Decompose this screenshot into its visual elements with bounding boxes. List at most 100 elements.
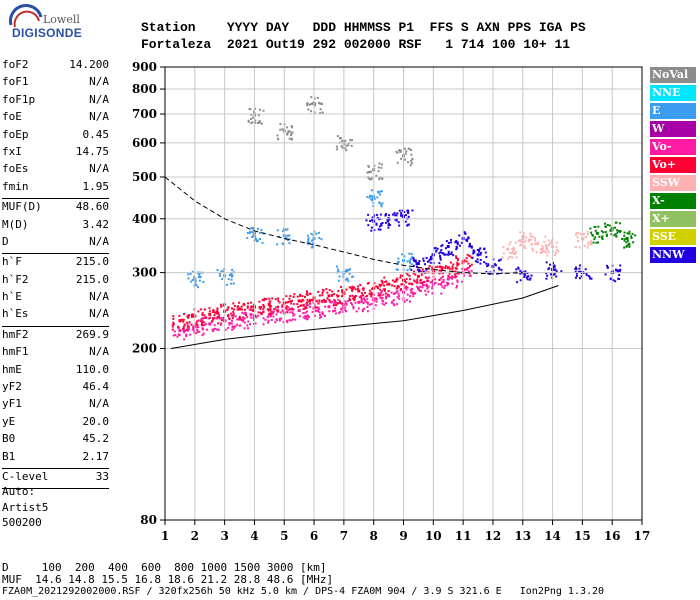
param-value: 215.0 xyxy=(75,255,109,269)
echo-dot xyxy=(379,296,382,299)
echo-dot xyxy=(586,233,589,236)
echo-dot xyxy=(271,297,274,300)
echo-dot xyxy=(619,268,622,271)
echo-dot xyxy=(187,329,190,332)
echo-dot xyxy=(440,245,443,248)
echo-dot xyxy=(205,316,208,319)
echo-dot xyxy=(250,113,253,116)
echo-dot xyxy=(455,239,458,242)
echo-dot xyxy=(585,272,588,275)
echo-dot xyxy=(195,284,198,287)
echo-dot xyxy=(212,309,215,312)
echo-dot xyxy=(550,240,553,243)
echo-dot xyxy=(470,263,473,266)
echo-dot xyxy=(448,267,451,270)
echo-dot xyxy=(185,333,188,336)
echo-dot xyxy=(172,321,175,324)
echo-dot xyxy=(394,218,397,221)
echo-dot xyxy=(304,317,307,320)
echo-dot xyxy=(276,309,279,312)
echo-dot xyxy=(208,316,211,319)
echo-dot xyxy=(231,328,234,331)
echo-dot xyxy=(222,318,225,321)
echo-dot xyxy=(634,234,637,237)
echo-dot xyxy=(238,301,241,304)
echo-dot xyxy=(290,125,293,128)
echo-dot xyxy=(308,302,311,305)
echo-dot xyxy=(271,310,274,313)
param-value: 3.42 xyxy=(82,217,110,231)
echo-dot xyxy=(413,260,416,263)
echo-dot xyxy=(614,280,617,283)
echo-dot xyxy=(396,303,399,306)
echo-dot xyxy=(552,273,555,276)
echo-dot xyxy=(614,268,617,271)
echo-dot xyxy=(285,319,288,322)
echo-dot xyxy=(193,330,196,333)
echo-dot xyxy=(588,276,591,279)
echo-dot xyxy=(439,255,442,258)
echo-dot xyxy=(545,277,548,280)
echo-dot xyxy=(509,241,512,244)
echo-dot xyxy=(274,298,277,301)
echo-dot xyxy=(249,313,252,316)
echo-dot xyxy=(178,334,181,337)
echo-dot xyxy=(426,287,429,290)
echo-dot xyxy=(232,282,235,285)
echo-dot xyxy=(246,316,249,319)
echo-dot xyxy=(309,300,312,303)
echo-dot xyxy=(450,241,453,244)
echo-dot xyxy=(347,144,350,147)
echo-dot xyxy=(543,240,546,243)
param-row: B1 2.17 xyxy=(2,450,109,467)
echo-dot xyxy=(429,261,432,264)
echo-dot xyxy=(585,274,588,277)
echo-dot xyxy=(214,327,217,330)
echo-dot xyxy=(306,310,309,313)
echo-dot xyxy=(366,302,369,305)
echo-dot xyxy=(288,137,291,140)
echo-dot xyxy=(236,318,239,321)
param-name: foF2 xyxy=(2,58,29,71)
echo-dot xyxy=(378,162,381,165)
echo-dot xyxy=(288,238,291,241)
echo-dot xyxy=(241,311,244,314)
echo-dot xyxy=(455,284,458,287)
echo-dot xyxy=(228,273,231,276)
echo-dot xyxy=(529,277,532,280)
echo-dot xyxy=(332,304,335,307)
echo-dot xyxy=(392,213,395,216)
echo-dot xyxy=(385,213,388,216)
echo-dot xyxy=(313,314,316,317)
echo-dot xyxy=(574,233,577,236)
echo-dot xyxy=(463,231,466,234)
echo-dot xyxy=(602,231,605,234)
param-value: N/A xyxy=(89,110,109,124)
echo-dot xyxy=(487,272,490,275)
x-tick-label: 15 xyxy=(574,529,591,543)
echo-dot xyxy=(290,302,293,305)
echo-dot xyxy=(220,269,223,272)
echo-dot xyxy=(401,209,404,212)
echo-dot xyxy=(341,291,344,294)
echo-dot xyxy=(337,270,340,273)
echo-dot xyxy=(380,290,383,293)
echo-dot xyxy=(249,323,252,326)
echo-dot xyxy=(395,150,398,153)
y-tick-label: 900 xyxy=(132,60,157,74)
echo-dot xyxy=(406,224,409,227)
param-name: yF2 xyxy=(2,380,22,394)
echo-dot xyxy=(456,246,459,249)
echo-dot xyxy=(610,233,613,236)
echo-dot xyxy=(320,102,323,105)
echo-dot xyxy=(288,319,291,322)
echo-dot xyxy=(305,315,308,318)
echo-dot xyxy=(317,306,320,309)
echo-dot xyxy=(173,330,176,333)
echo-dot xyxy=(284,228,287,231)
echo-dot xyxy=(519,279,522,282)
echo-dot xyxy=(226,309,229,312)
echo-dot xyxy=(530,274,533,277)
echo-dot xyxy=(530,243,533,246)
echo-dot xyxy=(249,108,252,111)
